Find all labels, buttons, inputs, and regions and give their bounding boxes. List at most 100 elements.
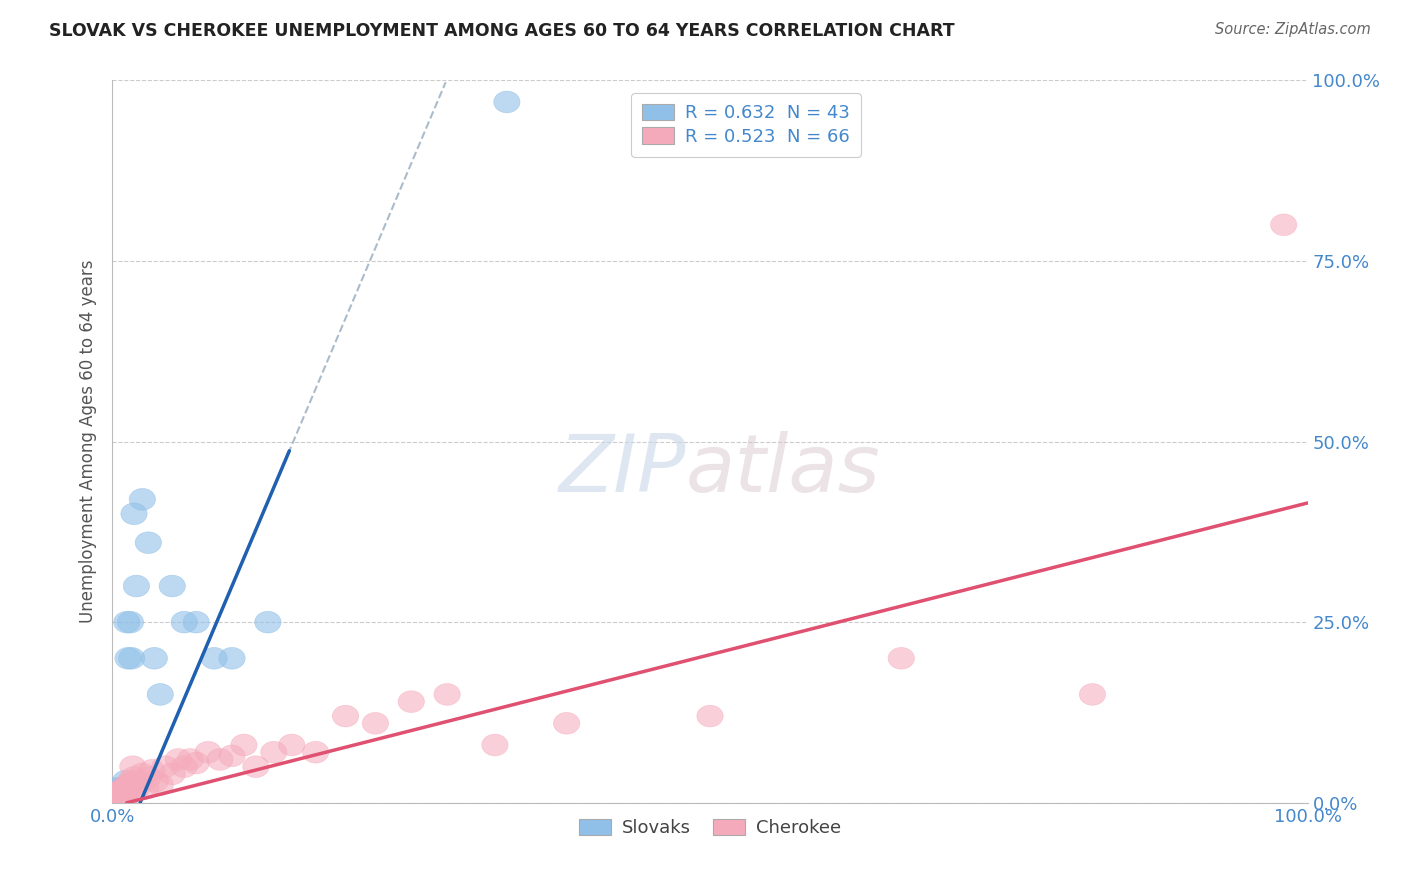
Ellipse shape (104, 785, 131, 806)
Ellipse shape (124, 575, 149, 597)
Ellipse shape (117, 611, 143, 633)
Ellipse shape (494, 91, 520, 112)
Ellipse shape (101, 785, 127, 806)
Ellipse shape (111, 778, 138, 799)
Ellipse shape (219, 745, 245, 767)
Ellipse shape (697, 706, 723, 727)
Ellipse shape (207, 748, 233, 771)
Ellipse shape (118, 774, 145, 796)
Ellipse shape (105, 792, 132, 814)
Ellipse shape (114, 611, 141, 633)
Ellipse shape (103, 785, 129, 806)
Ellipse shape (101, 781, 128, 803)
Ellipse shape (132, 778, 159, 799)
Ellipse shape (117, 771, 143, 792)
Ellipse shape (135, 532, 162, 554)
Ellipse shape (114, 781, 141, 803)
Ellipse shape (434, 683, 460, 706)
Ellipse shape (101, 792, 128, 814)
Ellipse shape (108, 781, 135, 803)
Ellipse shape (101, 789, 127, 810)
Text: Source: ZipAtlas.com: Source: ZipAtlas.com (1215, 22, 1371, 37)
Ellipse shape (101, 785, 128, 806)
Ellipse shape (105, 789, 132, 810)
Ellipse shape (152, 756, 179, 778)
Ellipse shape (108, 792, 134, 814)
Ellipse shape (101, 785, 128, 806)
Ellipse shape (142, 771, 169, 792)
Ellipse shape (159, 575, 186, 597)
Ellipse shape (112, 778, 139, 799)
Ellipse shape (104, 781, 131, 803)
Ellipse shape (111, 781, 138, 803)
Ellipse shape (104, 792, 131, 814)
Ellipse shape (105, 792, 132, 814)
Ellipse shape (101, 792, 128, 814)
Ellipse shape (121, 767, 148, 789)
Text: SLOVAK VS CHEROKEE UNEMPLOYMENT AMONG AGES 60 TO 64 YEARS CORRELATION CHART: SLOVAK VS CHEROKEE UNEMPLOYMENT AMONG AG… (49, 22, 955, 40)
Ellipse shape (107, 789, 132, 810)
Legend: Slovaks, Cherokee: Slovaks, Cherokee (572, 812, 848, 845)
Ellipse shape (101, 789, 128, 810)
Ellipse shape (201, 648, 228, 669)
Ellipse shape (195, 741, 221, 763)
Ellipse shape (243, 756, 269, 778)
Ellipse shape (108, 792, 134, 814)
Ellipse shape (115, 774, 141, 796)
Ellipse shape (129, 763, 156, 785)
Ellipse shape (1080, 683, 1105, 706)
Ellipse shape (183, 611, 209, 633)
Ellipse shape (103, 778, 129, 799)
Ellipse shape (278, 734, 305, 756)
Ellipse shape (554, 713, 579, 734)
Ellipse shape (254, 611, 281, 633)
Ellipse shape (125, 771, 152, 792)
Ellipse shape (110, 781, 136, 803)
Ellipse shape (124, 778, 149, 799)
Ellipse shape (103, 789, 129, 810)
Ellipse shape (165, 748, 191, 771)
Ellipse shape (398, 690, 425, 713)
Ellipse shape (103, 789, 129, 810)
Ellipse shape (105, 789, 132, 810)
Ellipse shape (107, 789, 132, 810)
Ellipse shape (101, 785, 127, 806)
Ellipse shape (107, 785, 132, 806)
Ellipse shape (121, 503, 148, 524)
Ellipse shape (105, 785, 132, 806)
Ellipse shape (110, 778, 136, 799)
Ellipse shape (889, 648, 914, 669)
Ellipse shape (104, 789, 131, 810)
Ellipse shape (135, 767, 162, 789)
Ellipse shape (101, 789, 127, 810)
Ellipse shape (129, 489, 156, 510)
Ellipse shape (103, 792, 129, 814)
Ellipse shape (101, 792, 127, 814)
Ellipse shape (107, 781, 132, 803)
Ellipse shape (148, 774, 173, 796)
Ellipse shape (110, 785, 136, 806)
Ellipse shape (332, 706, 359, 727)
Ellipse shape (108, 778, 135, 799)
Ellipse shape (112, 771, 139, 792)
Ellipse shape (111, 789, 138, 810)
Ellipse shape (111, 789, 138, 810)
Ellipse shape (115, 648, 141, 669)
Y-axis label: Unemployment Among Ages 60 to 64 years: Unemployment Among Ages 60 to 64 years (79, 260, 97, 624)
Ellipse shape (139, 759, 165, 781)
Ellipse shape (118, 648, 145, 669)
Ellipse shape (120, 756, 146, 778)
Ellipse shape (177, 748, 204, 771)
Ellipse shape (219, 648, 245, 669)
Ellipse shape (107, 781, 132, 803)
Ellipse shape (108, 785, 134, 806)
Ellipse shape (183, 752, 209, 774)
Ellipse shape (104, 789, 131, 810)
Ellipse shape (103, 785, 129, 806)
Ellipse shape (104, 781, 131, 803)
Ellipse shape (172, 756, 197, 778)
Ellipse shape (302, 741, 329, 763)
Ellipse shape (108, 785, 134, 806)
Ellipse shape (101, 792, 127, 814)
Ellipse shape (363, 713, 388, 734)
